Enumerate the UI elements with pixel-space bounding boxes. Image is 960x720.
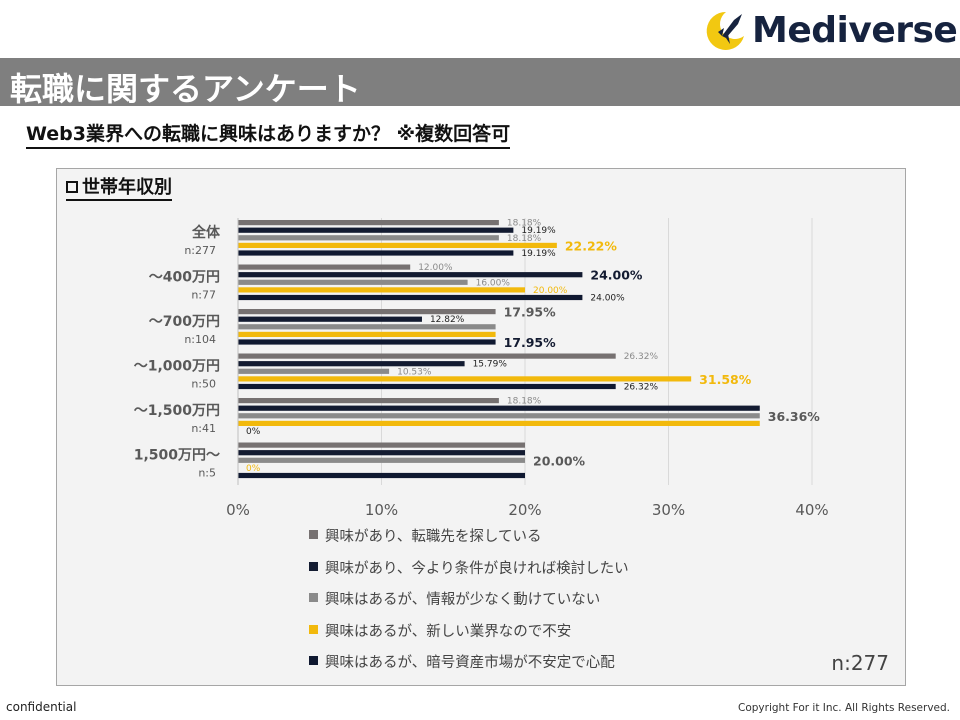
data-label: 0% — [246, 464, 261, 474]
data-label: 12.00% — [418, 263, 453, 273]
panel-title-text: 世帯年収別 — [82, 177, 172, 198]
data-label: 19.19% — [521, 249, 556, 259]
bar — [238, 368, 390, 374]
bar — [238, 353, 616, 359]
brand-name: Mediverse — [752, 10, 958, 51]
data-label: 17.95% — [504, 305, 557, 320]
bar — [238, 398, 499, 404]
bar — [238, 376, 692, 382]
legend-label: 興味はあるが、暗号資産市場が不安定で心配 — [325, 655, 615, 671]
legend-label: 興味があり、今より条件が良ければ検討したい — [325, 560, 629, 577]
category-label: ～1,500万円 — [134, 403, 220, 419]
page-title: 転職に関するアンケート — [10, 70, 361, 108]
category-label: 1,500万円～ — [134, 448, 220, 464]
category-n-label: n:77 — [191, 289, 216, 302]
bar — [238, 250, 514, 256]
data-label: 22.22% — [565, 238, 618, 253]
legend-swatch — [309, 530, 318, 539]
bar — [238, 442, 525, 448]
data-label: 0% — [246, 427, 261, 437]
data-label: 15.79% — [473, 360, 508, 370]
x-tick-label: 10% — [365, 501, 398, 519]
category-n-label: n:41 — [191, 422, 216, 435]
data-label: 10.53% — [397, 367, 432, 377]
bar — [238, 264, 411, 270]
data-label: 18.18% — [507, 219, 542, 229]
data-label: 26.32% — [624, 352, 659, 362]
data-label: 24.00% — [590, 268, 643, 283]
bar — [238, 383, 616, 390]
confidential-label: confidential — [6, 700, 77, 714]
bar — [238, 227, 514, 233]
data-label: 26.32% — [624, 383, 659, 393]
legend-swatch — [309, 593, 318, 602]
rocket-moon-icon — [706, 11, 744, 50]
legend-swatch — [309, 624, 318, 634]
x-tick-label: 0% — [226, 501, 250, 519]
bar — [238, 361, 465, 367]
data-label: 20.00% — [533, 453, 586, 468]
legend-label: 興味はあるが、情報が少なく動けていない — [325, 592, 601, 608]
chart-panel: 世帯年収別 0% 10% 20% 30% 40% 全体 n:277 ～400万円 n:77 ～70… — [56, 168, 906, 686]
bar — [238, 472, 525, 479]
legend-label: 興味があり、転職先を探している — [325, 529, 542, 545]
bar — [238, 279, 468, 285]
bar — [238, 287, 525, 293]
data-label: 17.95% — [504, 335, 557, 350]
bar — [238, 413, 760, 419]
x-tick-label: 30% — [652, 501, 685, 519]
data-label: 24.00% — [590, 294, 625, 304]
bar — [238, 309, 496, 315]
data-label: 19.19% — [521, 226, 556, 236]
data-label: 20.00% — [533, 286, 568, 296]
legend-label: 興味はあるが、新しい業界なので不安 — [325, 623, 572, 640]
data-label: 36.36% — [768, 409, 821, 424]
data-label: 31.58% — [699, 372, 752, 387]
bar — [238, 242, 557, 248]
bar — [238, 457, 525, 463]
data-label: 18.18% — [507, 397, 542, 407]
category-label: 全体 — [191, 224, 221, 241]
data-label: 18.18% — [507, 234, 542, 244]
copyright-text: Copyright For it Inc. All Rights Reserve… — [738, 702, 950, 714]
category-n-label: n:277 — [184, 244, 216, 257]
bar — [238, 316, 422, 322]
bar — [238, 220, 499, 226]
title-bar: 転職に関するアンケート — [0, 58, 960, 108]
brand-logo: Mediverse — [700, 6, 958, 56]
category-label: ～1,000万円 — [134, 359, 220, 375]
data-label: 16.00% — [476, 278, 511, 288]
category-n-label: n:50 — [191, 378, 216, 391]
x-tick-label: 20% — [508, 501, 541, 519]
category-n-label: n:104 — [184, 333, 216, 346]
sample-size-total: n:277 — [831, 651, 889, 675]
bar — [238, 339, 496, 345]
data-label: 12.82% — [430, 315, 465, 325]
panel-title: 世帯年収別 — [66, 177, 172, 201]
category-n-label: n:5 — [198, 467, 216, 480]
bar — [238, 450, 525, 456]
bar — [238, 235, 499, 241]
bar — [238, 331, 496, 337]
bar — [238, 294, 583, 301]
bar-chart: 0% 10% 20% 30% 40% 全体 n:277 ～400万円 n:77 ～700万円 n:1… — [134, 218, 829, 519]
legend-swatch — [309, 656, 318, 665]
survey-question: Web3業界への転職に興味はありますか？ ※複数回答可 — [26, 119, 511, 149]
bar — [238, 420, 760, 426]
legend-swatch — [309, 561, 318, 571]
bar — [238, 272, 583, 278]
checkbox-icon — [66, 181, 78, 193]
bar — [238, 324, 496, 330]
category-label: ～700万円 — [149, 314, 220, 330]
category-label: ～400万円 — [149, 270, 220, 286]
x-tick-label: 40% — [795, 501, 828, 519]
bar — [238, 405, 760, 411]
